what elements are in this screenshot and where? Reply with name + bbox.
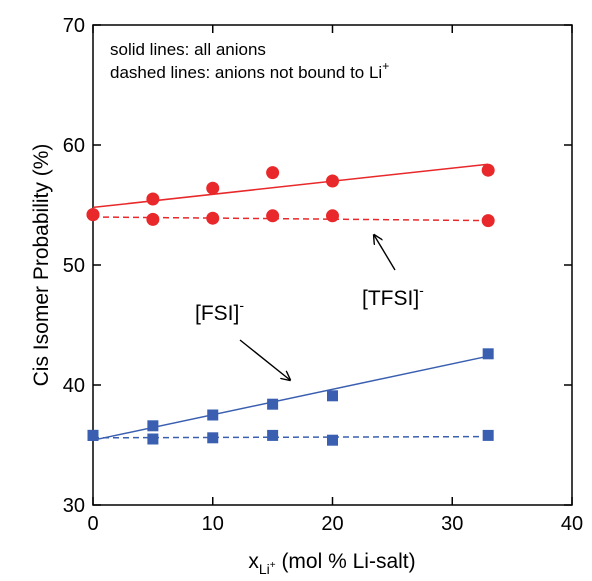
x-label-sub-sup: + (270, 560, 276, 571)
x-label-main: x (248, 550, 259, 573)
fit-line (92, 435, 489, 439)
point (267, 398, 279, 410)
point (326, 174, 339, 188)
point (327, 434, 338, 446)
annotation: solid lines: all anions (110, 40, 266, 59)
point (207, 409, 219, 421)
point (267, 429, 279, 441)
x-label-rest: (mol % Li-salt) (276, 550, 416, 573)
x-tick-label: 40 (561, 513, 583, 535)
arrow (374, 235, 396, 271)
point (326, 209, 339, 223)
point (207, 432, 219, 444)
fit-line (92, 355, 489, 441)
annotation-text: [FSI] (195, 302, 239, 325)
y-tick-label: 60 (63, 135, 85, 157)
x-tick-label: 20 (321, 513, 343, 535)
annotation-text: dashed lines: anions not bound to Li (110, 63, 382, 82)
point (206, 211, 220, 225)
x-tick-label: 30 (441, 513, 463, 535)
point (86, 208, 100, 222)
point (206, 181, 220, 195)
y-tick-label: 30 (63, 495, 85, 517)
annotation-sup: - (419, 282, 424, 298)
y-axis-label: Cis Isomer Probability (%) (30, 144, 53, 387)
annotation-text: [TFSI] (362, 287, 419, 310)
point (266, 166, 280, 180)
y-tick-label: 50 (63, 255, 85, 277)
point (482, 429, 494, 441)
point (147, 433, 159, 445)
x-label-sub: Li (259, 561, 270, 577)
plot-frame (92, 24, 573, 506)
annotation: [TFSI]- (362, 282, 424, 310)
y-tick-label: 40 (63, 375, 85, 397)
point (482, 348, 494, 360)
x-tick-label: 0 (87, 513, 98, 535)
point (327, 390, 338, 402)
x-tick-label: 10 (202, 513, 224, 535)
x-axis-label: xLi+ (mol % Li-salt) (248, 550, 415, 577)
point (481, 214, 495, 228)
point (481, 163, 495, 177)
annotation: [FSI]- (195, 297, 244, 325)
y-tick-label: 70 (63, 15, 85, 37)
point (266, 209, 280, 223)
annotation-sup: + (382, 59, 389, 73)
point (146, 192, 160, 206)
annotation-sup: - (239, 297, 244, 313)
annotation: dashed lines: anions not bound to Li+ (110, 59, 389, 82)
arrow (239, 339, 290, 380)
point (87, 429, 99, 441)
point (147, 420, 159, 432)
point (146, 212, 160, 226)
